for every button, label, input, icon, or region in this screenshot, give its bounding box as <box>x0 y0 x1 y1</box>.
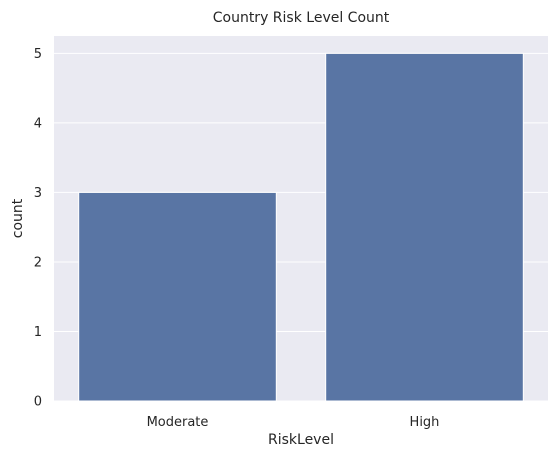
x-tick-labels: Moderate High <box>147 415 440 430</box>
y-tick-labels: 0 1 2 3 4 5 <box>34 47 42 410</box>
bars <box>78 52 524 402</box>
y-tick-label: 0 <box>34 395 42 410</box>
y-tick-label: 2 <box>34 255 42 270</box>
y-tick-label: 1 <box>34 325 42 340</box>
x-tick-label: High <box>410 415 440 430</box>
y-tick-label: 5 <box>34 47 42 62</box>
chart-title: Country Risk Level Count <box>213 10 390 26</box>
bar-moderate <box>78 191 277 402</box>
y-axis-label: count <box>10 198 26 238</box>
x-axis-label: RiskLevel <box>268 432 334 448</box>
y-tick-label: 4 <box>34 116 42 131</box>
bar-high <box>325 52 524 402</box>
y-tick-label: 3 <box>34 186 42 201</box>
x-tick-label: Moderate <box>147 415 209 430</box>
